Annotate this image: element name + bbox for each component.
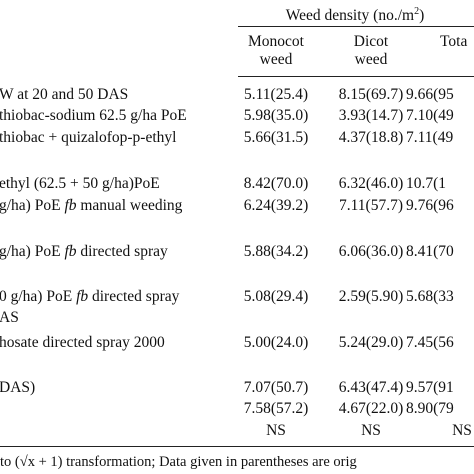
value-cell: 7.11(57.7) <box>339 197 403 214</box>
treatment-text: AS <box>0 309 19 326</box>
value-cell: 5.24(29.0) <box>338 334 404 351</box>
treatment-text: directed spray <box>88 288 180 305</box>
group-header-end: ) <box>419 7 425 25</box>
header-rule <box>238 76 474 77</box>
value-cell: 8.41(70 <box>406 243 454 260</box>
treatment-text: manual weeding <box>76 197 183 214</box>
value-cell: 7.58(57.2) <box>243 400 309 417</box>
treatment-cell: ethyl (62.5 + 50 g/ha)PoE <box>0 175 160 193</box>
treatment-text: thiobac + quizalofop-p-ethyl <box>0 129 177 146</box>
treatment-cell: hosate directed spray 2000 <box>0 334 165 352</box>
value-cell: 5.08(29.4) <box>243 288 309 305</box>
value-cell: 7.45(56 <box>406 334 454 351</box>
treatment-cell: W at 20 and 50 DAS <box>0 86 128 104</box>
value-cell: 4.37(18.8) <box>338 129 404 146</box>
value-cell: 3.93(14.7) <box>338 107 404 124</box>
group-header-sup: 2 <box>414 6 420 17</box>
value-cell: 5.11(25.4) <box>244 86 308 103</box>
value-cell: NS <box>266 422 286 439</box>
treatment-text: fb <box>64 243 77 260</box>
value-cell: 6.24(39.2) <box>243 197 309 214</box>
value-cell: 6.43(47.4) <box>338 379 404 396</box>
treatment-cell: DAS) <box>0 379 35 397</box>
treatment-text: thiobac-sodium 62.5 g/ha PoE <box>0 107 187 124</box>
value-cell: NS <box>452 422 472 439</box>
treatment-text: ethyl (62.5 + 50 g/ha)PoE <box>0 175 160 192</box>
footnote: to (√x + 1) transformation; Data given i… <box>0 454 357 470</box>
treatment-text: 0 g/ha) PoE <box>0 288 77 305</box>
value-cell: 5.88(34.2) <box>243 243 309 260</box>
col-header: Tota <box>440 33 468 50</box>
value-cell: 5.68(33 <box>406 288 454 305</box>
value-cell: 9.66(95 <box>406 86 454 103</box>
treatment-text: fb <box>64 197 77 214</box>
treatment-text: g/ha) PoE <box>0 243 65 260</box>
value-cell: 8.90(79 <box>406 400 454 417</box>
treatment-cell: 0 g/ha) PoE fb directed spray <box>0 288 179 306</box>
bottom-rule <box>0 446 474 447</box>
treatment-cell: thiobac-sodium 62.5 g/ha PoE <box>0 107 187 125</box>
treatment-text: DAS) <box>0 379 36 396</box>
treatment-text: directed spray <box>76 243 168 260</box>
col-header: Monocot weed <box>248 33 304 68</box>
value-cell: 10.7(1 <box>406 175 447 192</box>
treatment-cell: g/ha) PoE fb directed spray <box>0 243 168 261</box>
value-cell: 8.42(70.0) <box>243 175 309 192</box>
group-header-text: Weed density (no./m <box>285 7 415 25</box>
value-cell: 9.76(96 <box>406 197 454 214</box>
treatment-text: W at 20 and 50 DAS <box>0 86 129 103</box>
value-cell: 6.06(36.0) <box>338 243 404 260</box>
value-cell: 7.07(50.7) <box>243 379 309 396</box>
value-cell: NS <box>361 422 381 439</box>
value-cell: 9.57(91 <box>406 379 454 396</box>
value-cell: 5.98(35.0) <box>243 107 309 124</box>
value-cell: 7.11(49 <box>406 129 454 146</box>
treatment-cell: AS <box>0 309 19 327</box>
value-cell: 6.32(46.0) <box>338 175 404 192</box>
value-cell: 7.10(49 <box>406 107 454 124</box>
treatment-cell: g/ha) PoE fb manual weeding <box>0 197 182 215</box>
treatment-text: g/ha) PoE <box>0 197 65 214</box>
value-cell: 8.15(69.7) <box>338 86 404 103</box>
value-cell: 4.67(22.0) <box>338 400 404 417</box>
treatment-text: fb <box>76 288 89 305</box>
treatment-text: hosate directed spray 2000 <box>0 334 165 351</box>
value-cell: 2.59(5.90) <box>338 288 404 305</box>
value-cell: 5.66(31.5) <box>243 129 309 146</box>
value-cell: 5.00(24.0) <box>243 334 309 351</box>
treatment-cell: thiobac + quizalofop-p-ethyl <box>0 129 176 147</box>
group-header: Weed density (no./m2) <box>286 3 425 25</box>
col-header: Dicot weed <box>353 33 389 68</box>
header-rule <box>238 26 474 27</box>
